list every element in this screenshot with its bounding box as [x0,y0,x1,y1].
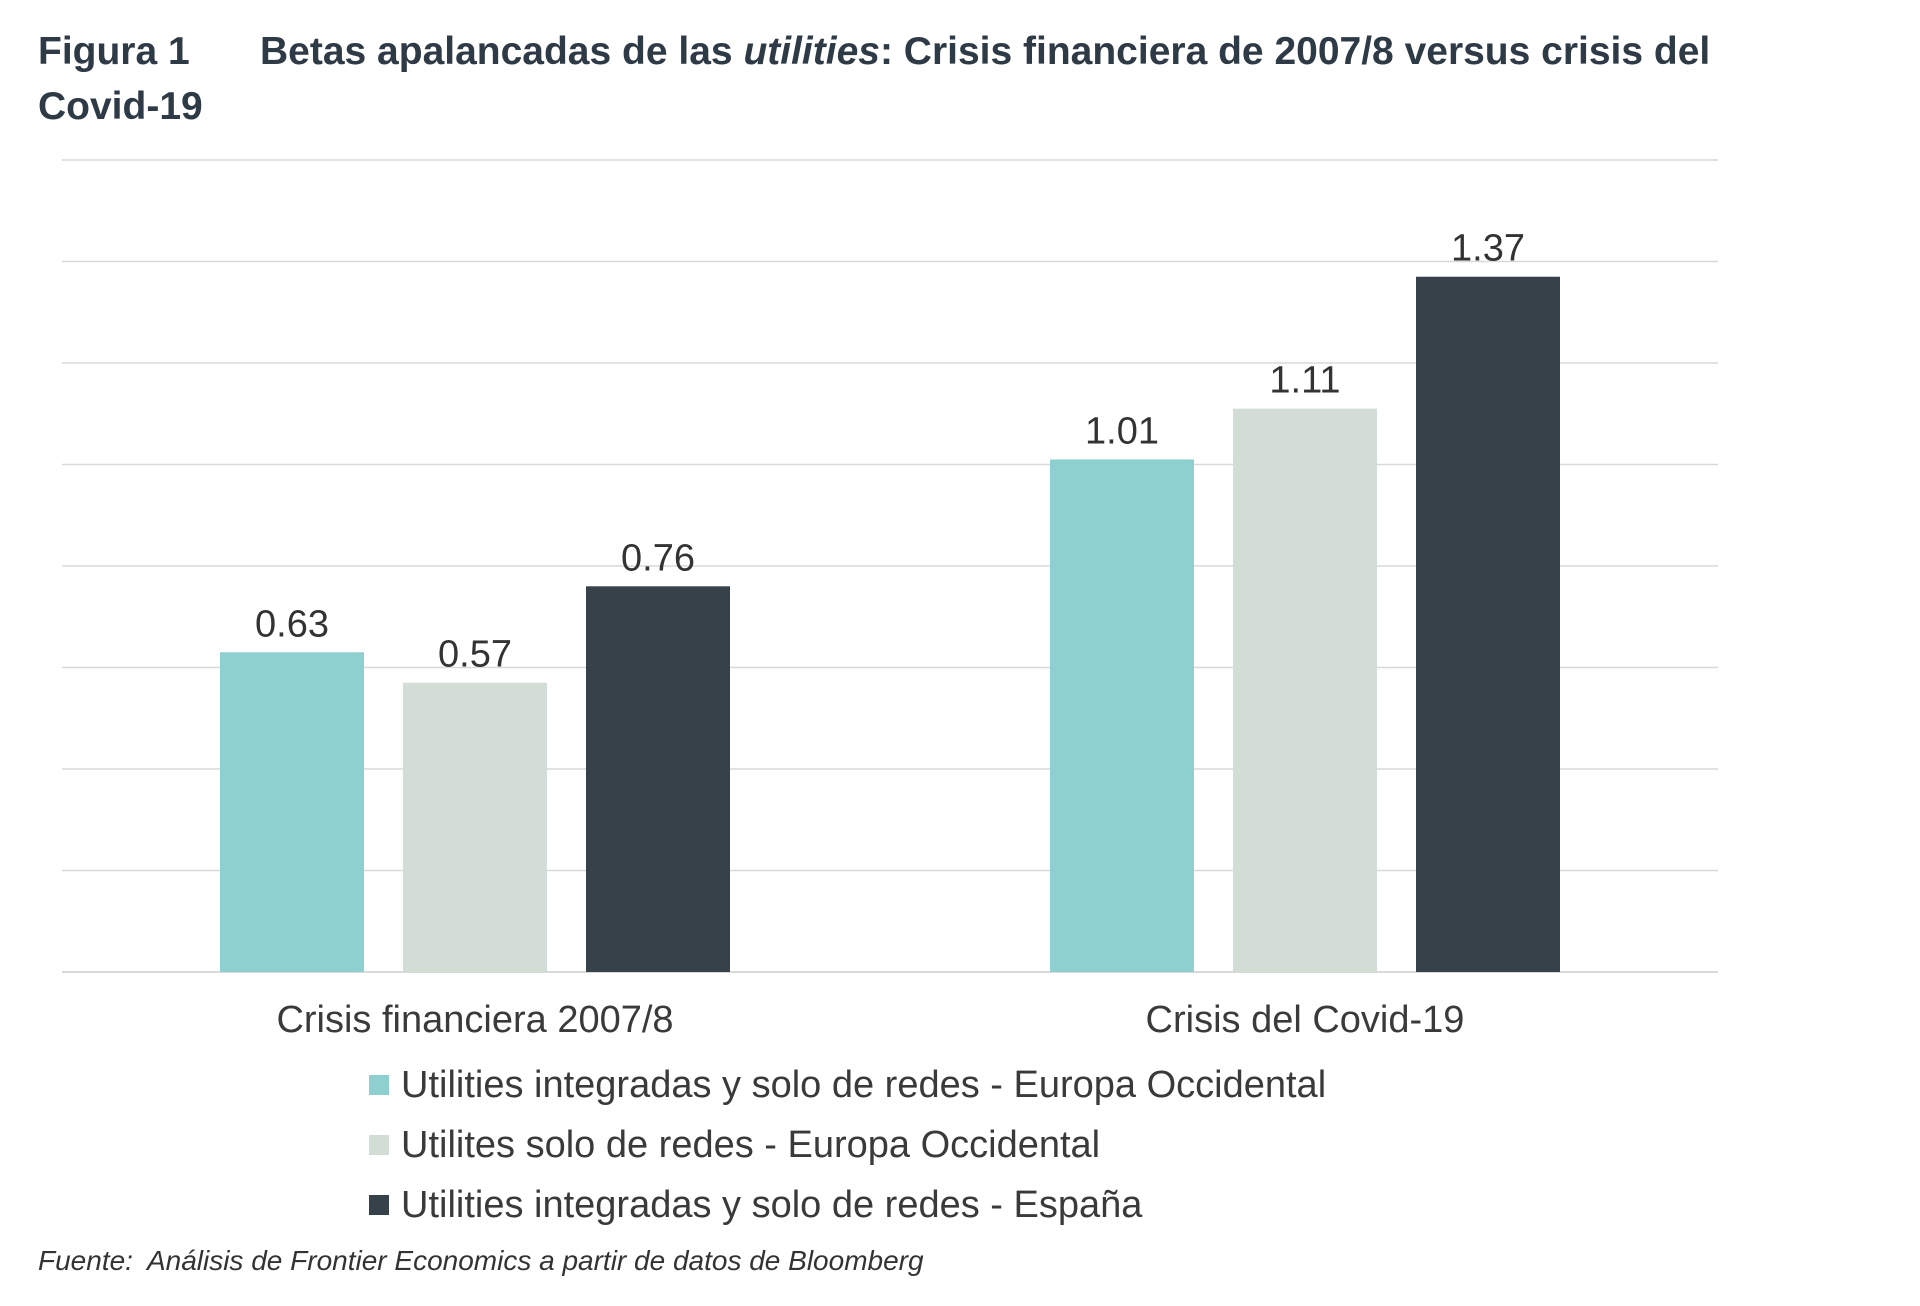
category-label: Crisis del Covid-19 [1146,999,1465,1041]
data-label: 1.37 [1451,228,1525,270]
legend-label-series1: Utilities integradas y solo de redes - E… [401,1063,1327,1106]
source-text: Análisis de Frontier Economics a partir … [146,1245,924,1276]
bar [586,586,730,972]
bar [1416,276,1560,973]
legend-swatch-series2 [369,1135,389,1155]
data-labels: 0.63 0.57 0.76 1.01 1.11 1.37 [255,228,1525,676]
title-text-italic: utilities [743,30,880,73]
bars [220,276,1560,973]
figure-label: Figura 1 [38,30,190,73]
category-label: Crisis financiera 2007/8 [276,999,673,1041]
data-label: 1.11 [1269,360,1340,402]
data-label: 1.01 [1085,410,1159,452]
legend-label-series3: Utilities integradas y solo de redes - E… [401,1183,1143,1226]
source-note: Fuente: Análisis de Frontier Economics a … [38,1245,924,1277]
legend-item: Utilities integradas y solo de redes - E… [369,1175,1326,1235]
data-label: 0.63 [255,603,329,645]
bar [1050,459,1194,972]
legend-label-series2: Utilites solo de redes - Europa Occident… [401,1123,1101,1166]
bar [220,652,364,972]
bar [403,682,547,972]
legend-item: Utilities integradas y solo de redes - E… [369,1055,1326,1115]
title-text-end: : Crisis financiera de 2007/8 versus cri… [38,30,1711,128]
bar [1233,408,1377,972]
data-label: 0.76 [621,537,695,579]
legend: Utilities integradas y solo de redes - E… [369,1055,1326,1235]
legend-swatch-series3 [369,1195,389,1215]
data-label: 0.57 [438,634,512,676]
source-label: Fuente: [38,1245,133,1276]
figure-title: Figura 1 Betas apalancadas de las utiliti… [38,24,1838,134]
title-text-start: Betas apalancadas de las [260,30,744,73]
category-labels: Crisis financiera 2007/8 Crisis del Covid… [276,999,1464,1041]
legend-swatch-series1 [369,1075,389,1095]
legend-item: Utilites solo de redes - Europa Occident… [369,1115,1326,1175]
